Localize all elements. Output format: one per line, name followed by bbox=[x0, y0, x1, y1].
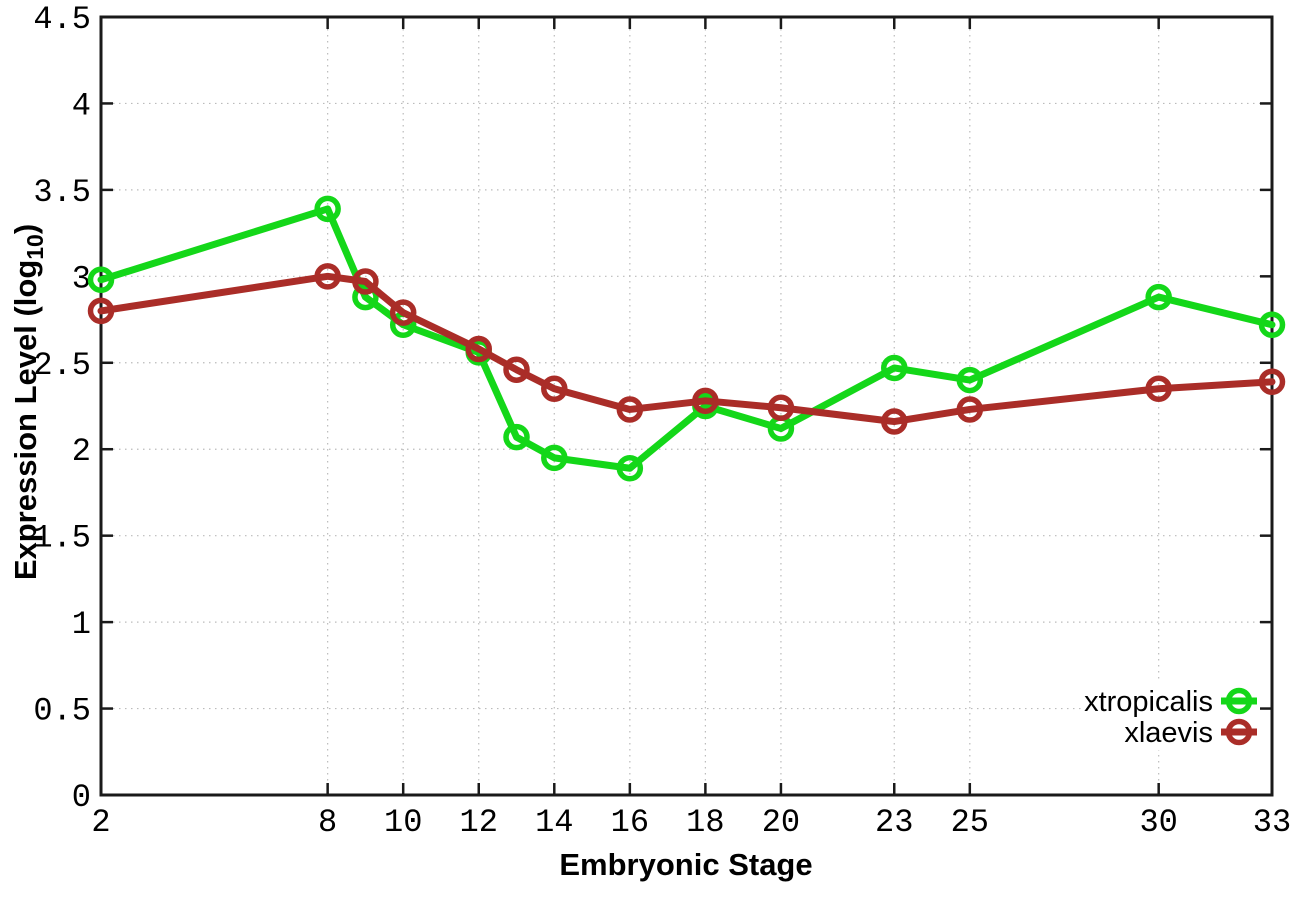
legend-label-xtropicalis: xtropicalis bbox=[1084, 686, 1213, 718]
data-point-xlaevis-stage-14 bbox=[541, 375, 568, 402]
data-point-xlaevis-stage-30 bbox=[1145, 375, 1172, 402]
data-point-xlaevis-stage-23 bbox=[881, 408, 908, 435]
x-tick-label: 23 bbox=[875, 804, 913, 841]
x-tick-label: 2 bbox=[91, 804, 110, 841]
y-axis-title: Expression Level (log10) bbox=[8, 224, 48, 580]
series-line-xlaevis bbox=[97, 272, 1276, 426]
x-tick-label: 14 bbox=[535, 804, 573, 841]
data-point-xlaevis-stage-25 bbox=[956, 396, 984, 423]
data-point-xlaevis-stage-2 bbox=[87, 297, 115, 325]
data-point-xtropicalis-stage-16 bbox=[616, 454, 644, 482]
data-point-xlaevis-stage-20 bbox=[767, 394, 795, 421]
data-point-xlaevis-stage-18 bbox=[692, 387, 719, 415]
y-tick-label: 1.5 bbox=[33, 520, 91, 557]
legend-marker-circle-xtropicalis bbox=[1225, 687, 1253, 715]
y-axis-title-prefix: Expression Level (log bbox=[8, 260, 43, 580]
x-tick-label: 18 bbox=[686, 804, 724, 841]
legend-label-xlaevis: xlaevis bbox=[1124, 717, 1213, 749]
legend-entry-xlaevis: xlaevis bbox=[1124, 717, 1257, 749]
x-tick-label: 30 bbox=[1139, 804, 1177, 841]
y-tick-label: 4 bbox=[72, 87, 91, 124]
data-point-xtropicalis-stage-8 bbox=[314, 195, 341, 223]
plot-border bbox=[99, 15, 1274, 797]
legend-entry-xtropicalis: xtropicalis bbox=[1084, 686, 1257, 718]
x-tick-label: 25 bbox=[951, 804, 989, 841]
y-tick-label: 0.5 bbox=[33, 693, 91, 730]
data-point-xtropicalis-stage-33 bbox=[1258, 311, 1286, 338]
legend-marker-circle-xlaevis bbox=[1225, 718, 1253, 746]
x-tick-label: 20 bbox=[762, 804, 800, 841]
x-axis-title: Embryonic Stage bbox=[559, 847, 812, 882]
data-point-xlaevis-stage-9 bbox=[352, 268, 379, 295]
series-line-xtropicalis bbox=[97, 205, 1276, 472]
x-tick-label: 33 bbox=[1253, 804, 1291, 841]
data-point-xtropicalis-stage-14 bbox=[541, 444, 568, 472]
data-point-xlaevis-stage-16 bbox=[616, 396, 644, 423]
data-point-xlaevis-stage-13 bbox=[503, 356, 530, 383]
y-tick-label: 3 bbox=[72, 260, 91, 297]
y-tick-label: 0 bbox=[72, 779, 91, 816]
data-point-xlaevis-stage-12 bbox=[465, 335, 492, 363]
data-point-xlaevis-stage-8 bbox=[314, 263, 341, 290]
x-tick-label: 12 bbox=[460, 804, 498, 841]
y-tick-label: 2.5 bbox=[33, 347, 91, 384]
y-tick-label: 3.5 bbox=[33, 174, 91, 211]
data-point-xtropicalis-stage-13 bbox=[503, 423, 530, 451]
y-axis-title-suffix: ) bbox=[8, 224, 43, 234]
data-point-xtropicalis-stage-30 bbox=[1145, 283, 1172, 311]
y-tick-label: 2 bbox=[72, 433, 91, 470]
x-tick-label: 10 bbox=[384, 804, 422, 841]
plot-area: 2 8 10 12 14 16 18 20 23 25 30 33 0 0.5 1 1.5 2 2.5 3 3.5 4 4… bbox=[33, 1, 1291, 841]
data-point-xlaevis-stage-33 bbox=[1258, 368, 1286, 396]
data-point-xtropicalis-stage-23 bbox=[881, 354, 908, 382]
y-tick-label: 4.5 bbox=[33, 1, 91, 38]
data-point-xlaevis-stage-10 bbox=[389, 299, 417, 326]
y-tick-label: 1 bbox=[72, 606, 91, 643]
x-tick-label: 16 bbox=[611, 804, 649, 841]
data-point-xtropicalis-stage-9 bbox=[352, 283, 379, 311]
data-point-xtropicalis-stage-25 bbox=[956, 366, 984, 394]
data-point-xtropicalis-stage-2 bbox=[87, 266, 115, 294]
legend: xtropicalis xlaevis bbox=[1082, 680, 1260, 750]
y-axis-title-subscript: 10 bbox=[22, 234, 48, 260]
x-tick-label: 8 bbox=[318, 804, 337, 841]
